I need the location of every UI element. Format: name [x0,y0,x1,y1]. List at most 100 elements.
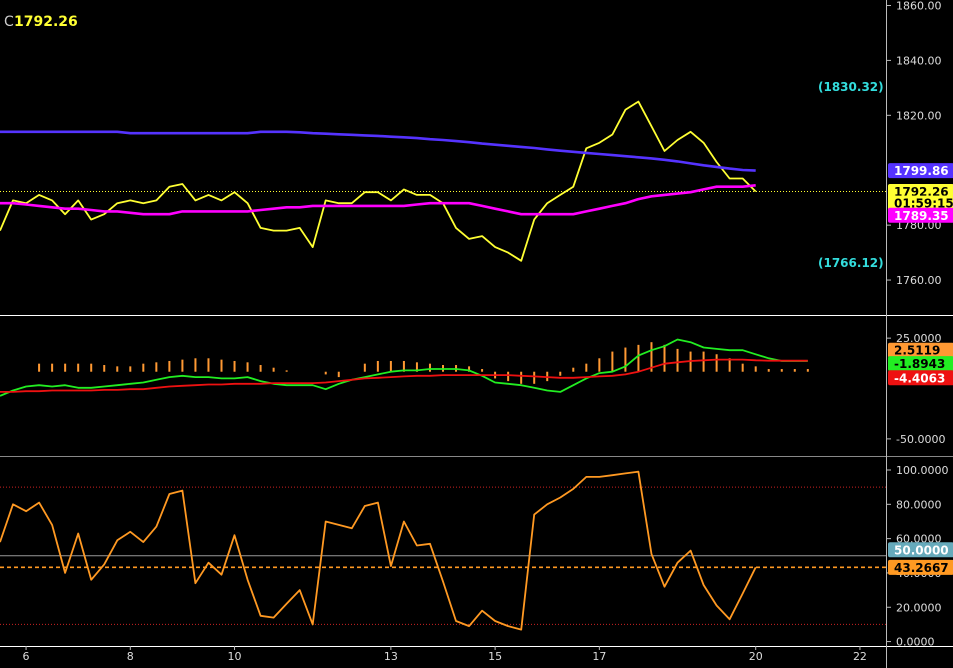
ma-slow-line [0,130,756,172]
histogram-bar [767,369,770,372]
histogram-bar [207,358,210,372]
histogram-bar [103,365,106,372]
header-readout: C 1792.26 [4,14,78,30]
histogram-bar [363,363,366,372]
histogram-bar [624,347,627,372]
price-label-text: 50.0000 [894,543,949,557]
price-panel[interactable]: (1830.32) (1766.12) [0,80,886,270]
histogram-bar [676,348,679,372]
price-annotation: (1766.12) [818,256,884,270]
axis-tick-label: 1860.00 [896,0,942,12]
histogram-bar [38,363,41,372]
histogram-bar [415,362,418,372]
histogram-bar [663,344,666,372]
price-label-text: -4.4063 [894,371,945,385]
histogram-bar [780,369,783,372]
price-label-box [888,559,953,575]
histogram-bar [168,360,171,372]
histogram-bar [389,360,392,372]
axis-tick-label: 25.0000 [896,332,942,345]
histogram-bar [572,367,575,372]
price-label-text: 1792.26 [894,185,949,199]
price-label-box [888,195,953,211]
time-tick-label: 13 [384,650,398,663]
time-tick-label: 22 [853,650,867,663]
histogram-bar [194,358,197,372]
histogram-bar [220,359,223,372]
price-label-box [888,370,953,386]
histogram-bar [650,342,653,372]
time-tick-label: 10 [228,650,242,663]
time-tick-label: 8 [127,650,134,663]
macd-panel[interactable] [0,338,809,397]
price-label: 1789.35 [888,207,953,223]
time-axis[interactable]: 6 8 10 13 15 17 20 22 [23,646,867,663]
histogram-bar [90,363,93,372]
header-value: 1792.26 [14,14,78,30]
price-label: 2.5119 [888,342,953,358]
price-label-box [888,356,953,372]
histogram-bar [233,360,236,372]
axis-tick-label: 0.0000 [896,636,935,649]
histogram-bar [741,363,744,372]
axis-tick-label: -50.0000 [896,433,945,446]
histogram-bar [468,366,471,372]
histogram-bar [285,370,288,372]
price-label: -4.4063 [888,370,953,385]
histogram-bar [246,362,249,372]
histogram-bar [806,369,809,372]
axis-tick-label: 1760.00 [896,274,942,287]
price-axis[interactable]: 1860.001840.001820.001780.001760.001799.… [886,0,953,649]
histogram-bar [376,360,379,372]
price-label-box [888,542,953,558]
histogram-bar [337,371,340,378]
axis-tick-label: 100.0000 [896,464,949,477]
price-label-box [888,183,953,199]
price-label-text: 01:59:15 [894,197,953,211]
histogram-bar [520,371,523,384]
price-label-box [888,207,953,223]
price-label-text: -1.8943 [894,357,945,371]
price-label-box [888,163,953,179]
price-label: 1799.86 [888,163,953,178]
histogram-bar [533,371,536,384]
histogram-bar [142,363,145,372]
histogram-bar [611,351,614,372]
header-label: C [4,14,14,30]
histogram-bar [77,363,80,372]
histogram-bar [507,371,510,382]
stochastic-panel[interactable] [0,470,886,631]
histogram-bar [428,363,431,372]
price-label-text: 2.5119 [894,344,940,358]
histogram-bar [402,360,405,372]
price-label: 01:59:15 [888,195,953,211]
axis-tick-label: 1840.00 [896,54,942,67]
axis-tick-label: 20.0000 [896,601,942,614]
histogram-bar [116,366,119,372]
price-label-text: 43.2667 [894,561,949,575]
histogram-bar [324,371,327,375]
time-tick-label: 17 [592,650,606,663]
price-label: -1.8943 [888,356,953,371]
histogram-bar [64,363,67,372]
histogram-bar [702,351,705,372]
histogram-bar [728,358,731,372]
histogram-bar [272,367,275,372]
histogram-bar [51,363,54,372]
price-label-text: 1789.35 [894,209,949,223]
histogram-bar [793,369,796,372]
price-label: 50.0000 [888,542,953,557]
histogram-bar [129,366,132,372]
time-tick-label: 6 [23,650,30,663]
histogram-bar [559,371,562,376]
histogram-bar [754,366,757,372]
price-label: 1792.26 [888,183,953,199]
price-annotation: (1830.32) [818,80,884,94]
price-label: 43.2667 [888,559,953,575]
macd-signal-line [0,358,808,393]
macd-line-line [0,338,808,397]
axis-tick-label: 1820.00 [896,109,942,122]
